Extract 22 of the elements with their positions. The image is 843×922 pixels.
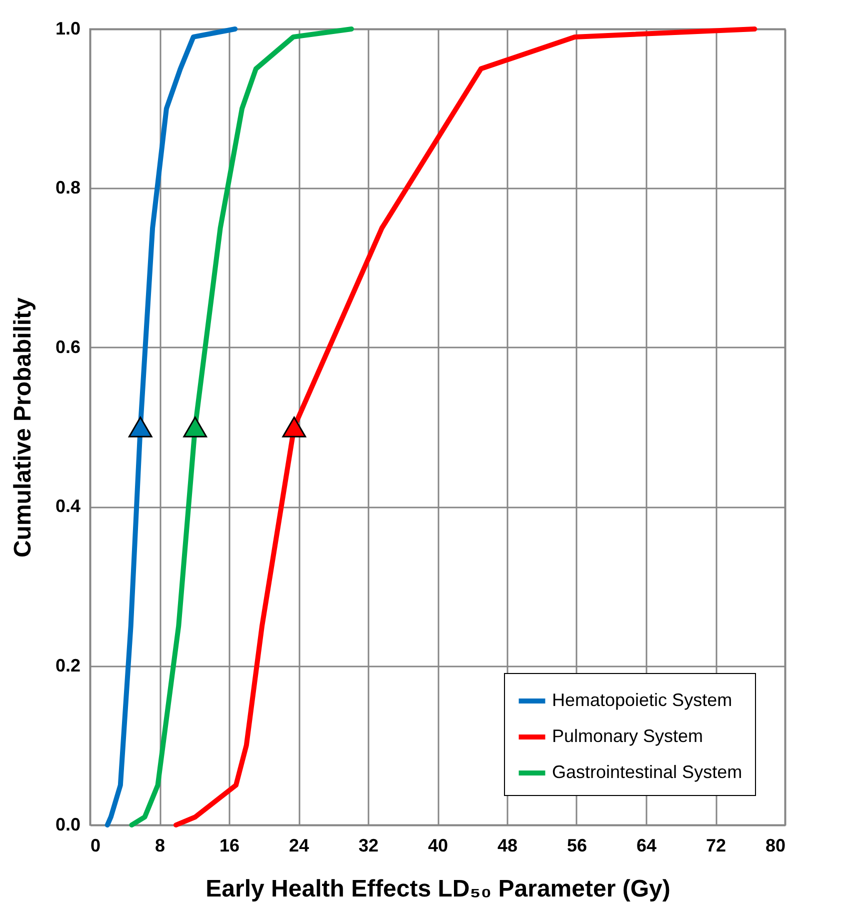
y-tick-label: 1.0 [55, 18, 80, 38]
legend-label: Hematopoietic System [552, 690, 732, 710]
legend-label: Pulmonary System [552, 726, 704, 746]
y-tick-label: 0.0 [55, 814, 80, 834]
y-axis-title: Cumulative Probability [9, 296, 36, 558]
x-axis-title: Early Health Effects LD₅₀ Parameter (Gy) [206, 876, 670, 902]
x-tick-label: 0 [90, 836, 101, 856]
x-tick-label: 8 [154, 836, 166, 856]
y-tick-label: 0.4 [55, 496, 80, 516]
x-tick-label: 72 [706, 836, 726, 856]
legend-label: Gastrointestinal System [552, 762, 742, 782]
y-tick-label: 0.8 [55, 178, 80, 198]
x-tick-label: 64 [636, 836, 657, 856]
y-tick-label: 0.6 [55, 336, 80, 357]
x-tick-label: 16 [219, 836, 240, 856]
x-tick-label: 40 [428, 836, 448, 856]
x-tick-label: 32 [358, 836, 379, 856]
x-tick-label: 80 [765, 836, 786, 856]
x-tick-label: 24 [288, 836, 310, 856]
x-tick-label: 48 [497, 836, 518, 856]
x-tick-label: 56 [566, 836, 588, 856]
y-tick-label: 0.2 [55, 655, 80, 676]
